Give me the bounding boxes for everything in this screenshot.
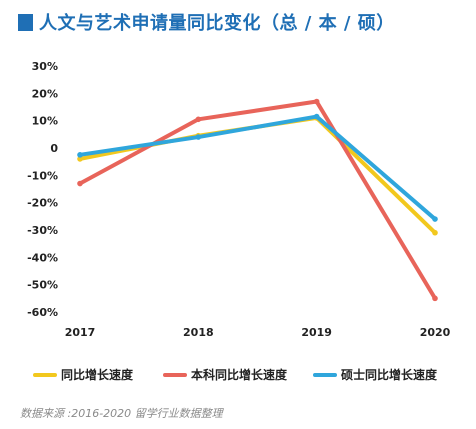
line-chart: 30%20%10%0-10%-20%-30%-40%-50%-60% 2017 2… (27, 60, 451, 382)
data-point (432, 229, 438, 236)
y-tick-label: -20% (27, 197, 58, 210)
y-tick-label: -40% (27, 251, 58, 264)
y-tick-label: -60% (27, 306, 58, 319)
y-tick-label: 20% (32, 87, 58, 100)
x-tick-label: 2020 (420, 326, 451, 339)
data-point (77, 152, 83, 158)
y-tick-label: -10% (27, 169, 58, 182)
legend-label: 硕士同比增长速度 (341, 367, 438, 382)
data-point (195, 116, 202, 123)
data-point (77, 180, 83, 187)
legend-label: 同比增长速度 (61, 367, 134, 382)
legend-label: 本科同比增长速度 (191, 367, 288, 382)
data-point (313, 113, 320, 120)
x-tick-label: 2017 (65, 326, 96, 339)
data-source-note: 数据来源 :2016-2020 留学行业数据整理 (20, 407, 223, 420)
x-tick-label: 2019 (301, 326, 332, 339)
data-point (432, 295, 438, 302)
y-tick-label: -50% (27, 279, 58, 292)
y-axis-ticks: 30% 20% 10% 0 -10% -20% -30% -40% -50% -60% (27, 60, 58, 319)
y-tick-label: 30% (32, 60, 58, 73)
title-row: 人文与艺术申请量同比变化（总 / 本 / 硕） (18, 8, 395, 36)
title-accent-bar (18, 13, 33, 31)
series-line-1 (78, 99, 437, 301)
y-tick-label: 10% (32, 115, 58, 128)
x-tick-label: 2018 (183, 326, 214, 339)
data-point (77, 156, 83, 162)
data-point (313, 98, 320, 105)
data-point (432, 216, 438, 222)
y-tick-label: -30% (27, 224, 58, 237)
legend: 同比增长速度 本科同比增长速度 硕士同比增长速度 (33, 367, 438, 382)
series-line-2 (78, 114, 437, 222)
chart-title: 人文与艺术申请量同比变化（总 / 本 / 硕） (39, 13, 395, 34)
series-lines (77, 98, 438, 302)
data-point (195, 134, 202, 140)
y-tick-label: 0 (50, 142, 58, 155)
x-axis-ticks: 2017 2018 2019 2020 (65, 326, 451, 339)
